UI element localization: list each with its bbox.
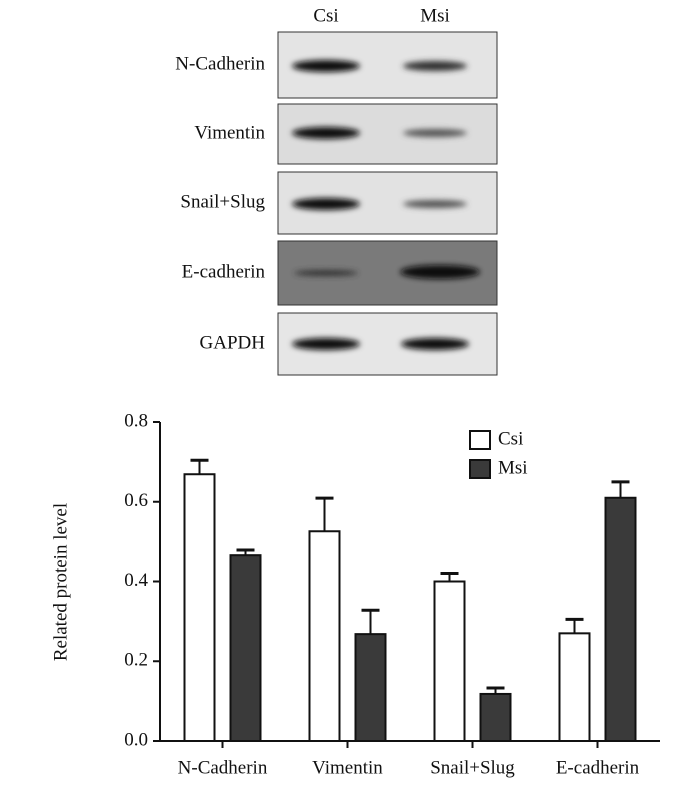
band — [294, 270, 358, 276]
band — [292, 198, 360, 210]
legend-swatch — [469, 430, 491, 450]
y-tick-label: 0.2 — [124, 650, 148, 671]
bar — [604, 496, 637, 743]
band — [292, 127, 360, 139]
x-tick-label: E-cadherin — [556, 757, 640, 778]
y-axis-label: Related protein level — [50, 503, 71, 661]
band — [400, 265, 480, 279]
band — [292, 338, 360, 350]
x-tick-label: Snail+Slug — [430, 757, 515, 778]
blot-row-label: Vimentin — [194, 122, 265, 143]
western-blot — [277, 31, 498, 376]
bar — [308, 530, 341, 742]
bar — [183, 473, 216, 742]
blot-row-label: GAPDH — [200, 332, 266, 353]
bar — [479, 692, 512, 743]
bar — [229, 554, 262, 742]
legend-label: Msi — [498, 457, 528, 478]
band — [403, 129, 467, 137]
y-tick-label: 0.4 — [124, 570, 148, 591]
blot-column-label: Msi — [420, 5, 450, 26]
bar — [558, 632, 591, 743]
band — [292, 60, 360, 72]
bar — [354, 633, 387, 743]
bar — [433, 580, 466, 742]
band — [403, 200, 467, 208]
y-tick-label: 0.6 — [124, 490, 148, 511]
band — [403, 61, 467, 71]
blot-column-label: Csi — [313, 5, 338, 26]
blot-row-label: Snail+Slug — [180, 191, 265, 212]
band — [401, 338, 469, 350]
blot-row-label: E-cadherin — [182, 261, 266, 282]
legend-label: Csi — [498, 428, 523, 449]
blot-row-label: N-Cadherin — [175, 53, 265, 74]
x-tick-label: N-Cadherin — [178, 757, 268, 778]
y-tick-label: 0.0 — [124, 729, 148, 750]
y-tick-label: 0.8 — [124, 410, 148, 431]
x-tick-label: Vimentin — [312, 757, 383, 778]
legend-swatch — [469, 459, 491, 479]
